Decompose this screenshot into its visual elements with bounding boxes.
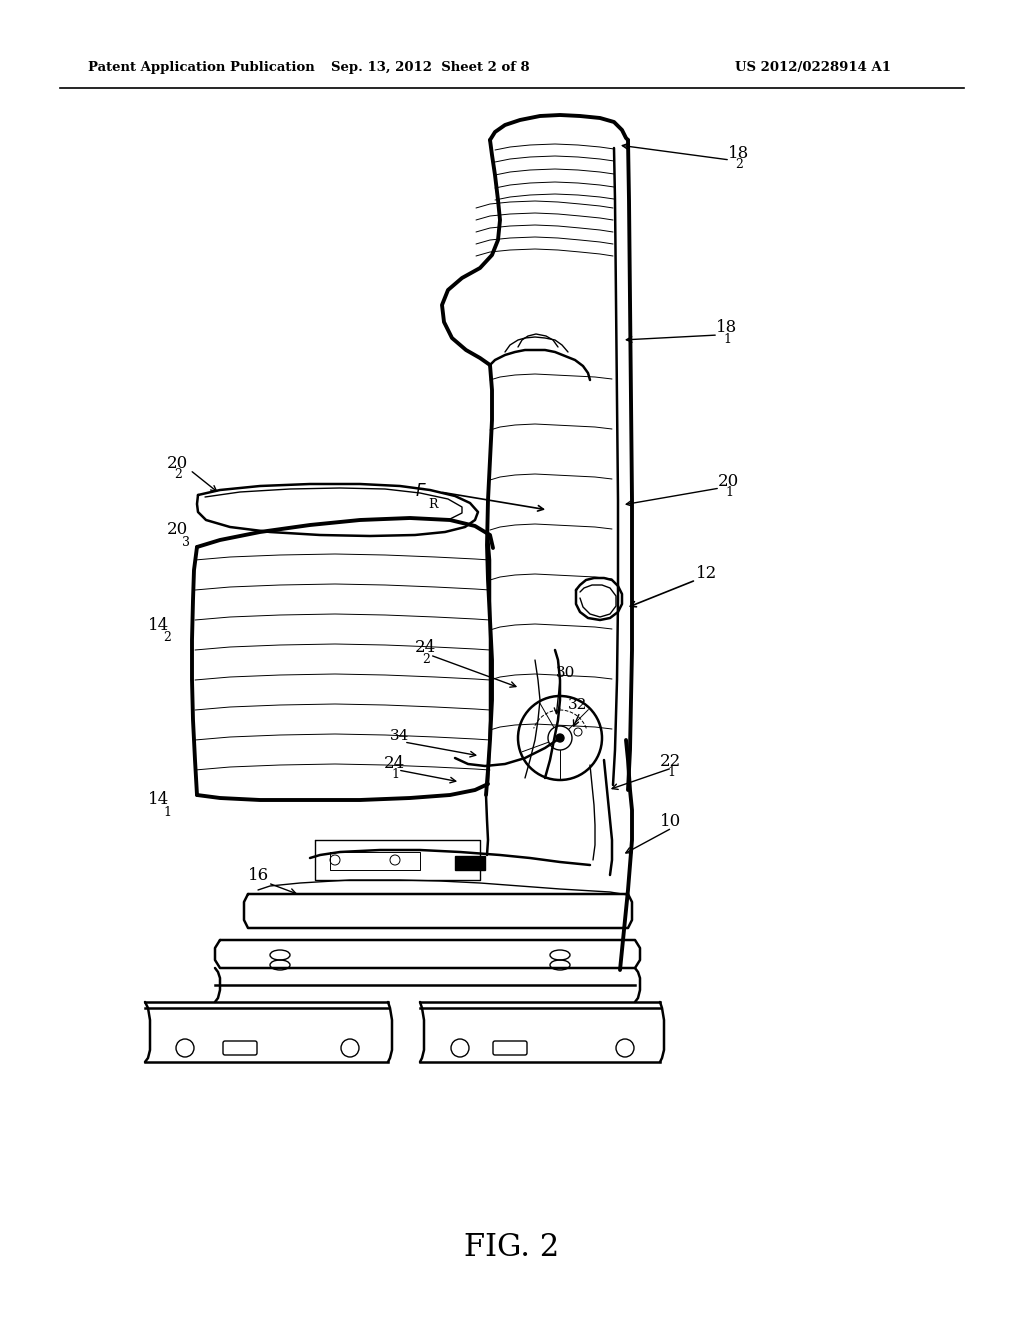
Text: 24: 24 — [415, 639, 436, 656]
Text: Sep. 13, 2012  Sheet 2 of 8: Sep. 13, 2012 Sheet 2 of 8 — [331, 62, 529, 74]
Text: 1: 1 — [725, 486, 733, 499]
Text: 2: 2 — [735, 158, 743, 172]
Text: 30: 30 — [556, 667, 575, 680]
Text: 20: 20 — [718, 473, 739, 490]
Text: 14: 14 — [148, 616, 169, 634]
Text: 1: 1 — [163, 807, 171, 818]
Text: 24: 24 — [384, 755, 406, 771]
Text: 3: 3 — [182, 536, 190, 549]
Text: 10: 10 — [660, 813, 681, 829]
Text: 16: 16 — [248, 867, 269, 884]
Text: 1: 1 — [668, 767, 676, 779]
Text: 20: 20 — [167, 521, 188, 539]
Text: 32: 32 — [568, 698, 588, 711]
Text: 2: 2 — [163, 631, 171, 644]
Circle shape — [556, 734, 564, 742]
Text: 12: 12 — [696, 565, 717, 582]
Text: 20: 20 — [167, 454, 188, 471]
Text: $F$: $F$ — [415, 483, 427, 500]
Text: US 2012/0228914 A1: US 2012/0228914 A1 — [735, 62, 891, 74]
Text: R: R — [428, 498, 437, 511]
Text: 14: 14 — [148, 792, 169, 808]
Text: 1: 1 — [723, 334, 731, 346]
Text: 18: 18 — [728, 144, 750, 161]
Text: 1: 1 — [391, 768, 399, 781]
Text: 22: 22 — [660, 752, 681, 770]
Polygon shape — [455, 855, 485, 870]
Text: FIG. 2: FIG. 2 — [464, 1233, 560, 1263]
Text: 18: 18 — [716, 319, 737, 337]
Text: 2: 2 — [174, 469, 182, 482]
Text: Patent Application Publication: Patent Application Publication — [88, 62, 314, 74]
Text: 34: 34 — [390, 729, 410, 743]
Text: 2: 2 — [423, 653, 430, 667]
